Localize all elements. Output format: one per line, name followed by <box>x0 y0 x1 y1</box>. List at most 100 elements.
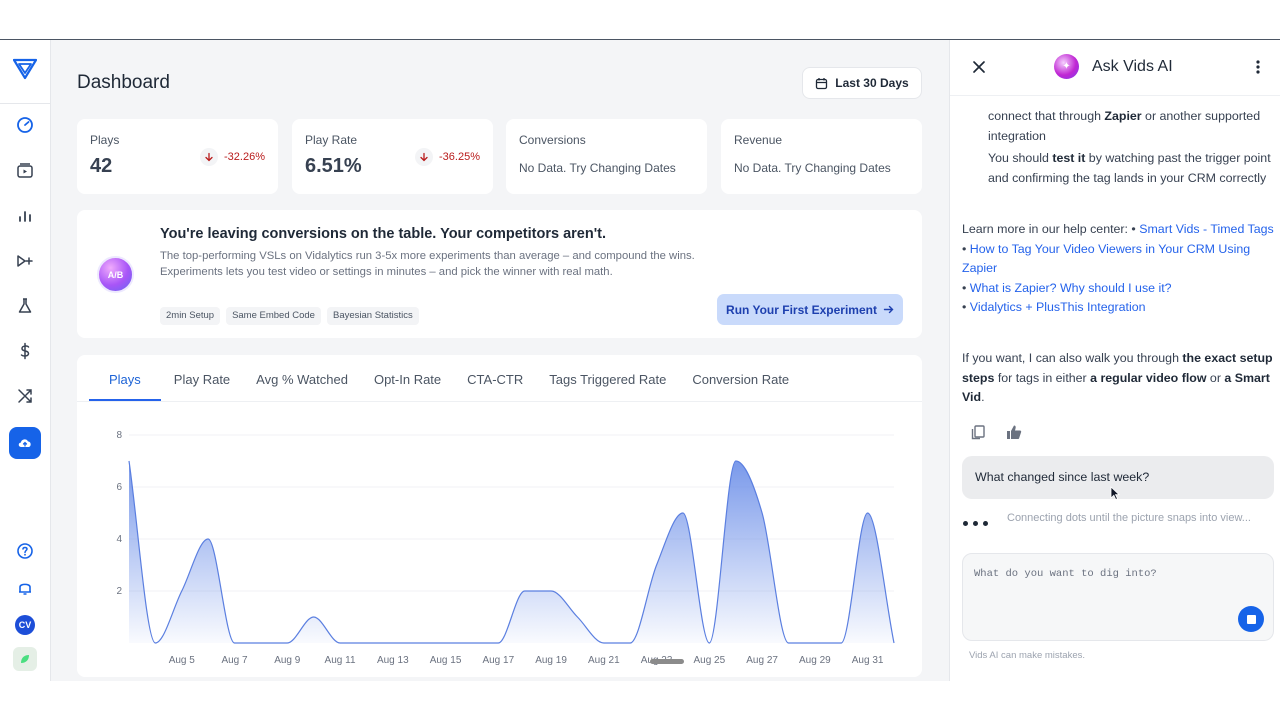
y-tick-label: 8 <box>116 430 122 441</box>
logo-icon[interactable] <box>13 58 37 80</box>
ai-disclaimer: Vids AI can make mistakes. <box>969 650 1085 661</box>
metrics-chart-card: Plays Play Rate Avg % Watched Opt-In Rat… <box>77 355 922 677</box>
message-bold: the exact setup steps <box>962 351 1273 385</box>
tab-conversion-rate[interactable]: Conversion Rate <box>692 372 790 387</box>
x-tick-label: Aug 5 <box>169 655 196 666</box>
stop-icon <box>1246 614 1256 624</box>
x-tick-label: Aug 21 <box>588 655 620 666</box>
copy-icon[interactable] <box>969 423 987 441</box>
main-content: Dashboard Last 30 Days Plays 42 -32.26% … <box>52 40 948 681</box>
page-title: Dashboard <box>77 72 170 93</box>
plays-area-chart[interactable]: 2 4 6 8 Aug 5 Aug 7 Aug 9 Aug 11 Aug 13 Aug 15 Au… <box>77 405 922 667</box>
x-tick-label: Aug 17 <box>482 655 514 666</box>
app-frame: CV Dashboard Last 30 Days Plays 42 -32.2… <box>0 39 1280 681</box>
sidebar: CV <box>0 40 51 681</box>
sidebar-item-upload[interactable] <box>9 427 41 459</box>
message-text: by watching past the trigger point and c… <box>988 151 1271 185</box>
tab-play-rate[interactable]: Play Rate <box>173 372 231 387</box>
sidebar-item-revenue[interactable] <box>12 338 38 364</box>
workspace-switcher[interactable] <box>13 647 37 671</box>
tab-avg-watched[interactable]: Avg % Watched <box>256 372 348 387</box>
message-text: You should <box>988 151 1053 165</box>
bell-icon <box>19 583 31 595</box>
stat-delta: -32.26% <box>200 148 265 166</box>
chat-input[interactable]: What do you want to dig into? <box>962 553 1274 641</box>
dashboard-icon <box>17 117 33 133</box>
help-icon <box>17 543 33 559</box>
tab-divider <box>77 401 922 402</box>
bullet: • <box>962 241 970 256</box>
tab-plays[interactable]: Plays <box>89 355 161 401</box>
sidebar-item-split[interactable] <box>12 383 38 409</box>
tab-cta-ctr[interactable]: CTA-CTR <box>467 372 524 387</box>
sidebar-item-analytics[interactable] <box>12 203 38 229</box>
date-range-label: Last 30 Days <box>835 76 909 90</box>
horizontal-scrollbar[interactable] <box>650 659 684 664</box>
message-text: connect that through <box>988 109 1105 123</box>
message-text: or another supported integration <box>988 109 1261 143</box>
tab-tags-triggered-rate[interactable]: Tags Triggered Rate <box>549 372 667 387</box>
thinking-status: Connecting dots until the picture snaps … <box>1007 512 1251 524</box>
chart-tabs: Plays Play Rate Avg % Watched Opt-In Rat… <box>89 355 802 401</box>
x-tick-label: Aug 7 <box>221 655 248 666</box>
message-bold: a Smart Vid <box>962 370 1270 405</box>
help-link[interactable]: What is Zapier? Why should I use it? <box>969 280 1172 295</box>
panel-header: ✦ Ask Vids AI <box>950 40 1280 96</box>
sidebar-item-videos[interactable] <box>12 158 38 184</box>
x-tick-label: Aug 11 <box>325 655 356 666</box>
thumbs-up-icon[interactable] <box>1005 423 1023 441</box>
bullet: • <box>962 280 970 295</box>
ab-test-icon: A/B <box>97 256 134 293</box>
message-text: Learn more in our help center: • <box>962 222 1140 236</box>
x-tick-label: Aug 9 <box>274 655 301 666</box>
revenue-icon <box>20 342 30 360</box>
feature-chip: 2min Setup <box>160 307 221 325</box>
x-tick-label: Aug 15 <box>430 655 462 666</box>
tab-opt-in-rate[interactable]: Opt-In Rate <box>373 372 442 387</box>
x-tick-label: Aug 29 <box>799 655 831 666</box>
stat-delta-value: -36.25% <box>439 151 480 163</box>
arrow-right-icon <box>883 305 894 314</box>
date-range-button[interactable]: Last 30 Days <box>802 67 922 99</box>
sidebar-item-integrations[interactable] <box>12 248 38 274</box>
user-message: What changed since last week? <box>962 456 1274 499</box>
sidebar-item-experiments[interactable] <box>12 293 38 319</box>
message-bold: Zapier <box>1104 109 1142 123</box>
arrow-down-icon <box>200 148 219 166</box>
bullet: • <box>962 300 970 314</box>
stat-card-plays: Plays 42 -32.26% <box>77 119 278 194</box>
stat-value: No Data. Try Changing Dates <box>519 161 676 175</box>
stat-label: Conversions <box>519 133 586 147</box>
stat-label: Play Rate <box>305 133 358 147</box>
message-bold: test it <box>1052 151 1086 165</box>
sidebar-item-help[interactable] <box>12 538 38 564</box>
help-link[interactable]: Smart Vids - Timed Tags <box>1139 222 1274 236</box>
assistant-message-step: You should test it by watching past the … <box>988 149 1273 188</box>
ai-assistant-panel: ✦ Ask Vids AI connect that through Zapie… <box>949 40 1280 681</box>
plays-series-line <box>128 460 895 644</box>
sidebar-item-dashboard[interactable] <box>12 112 38 138</box>
sidebar-item-notifications[interactable] <box>12 575 38 601</box>
avatar[interactable]: CV <box>15 615 35 635</box>
sidebar-divider <box>0 103 51 104</box>
y-tick-label: 2 <box>116 586 122 597</box>
run-experiment-button[interactable]: Run Your First Experiment <box>717 294 903 325</box>
stat-label: Revenue <box>734 133 783 147</box>
close-icon[interactable] <box>970 58 988 76</box>
x-tick-label: Aug 27 <box>746 655 778 666</box>
stop-generation-button[interactable] <box>1238 606 1264 632</box>
x-tick-label: Aug 19 <box>535 655 567 666</box>
help-link[interactable]: How to Tag Your Video Viewers in Your CR… <box>962 241 1251 276</box>
feature-chip: Bayesian Statistics <box>326 307 419 325</box>
assistant-message-offer: If you want, I can also walk you through… <box>962 349 1276 408</box>
help-link[interactable]: Vidalytics + PlusThis Integration <box>969 300 1146 314</box>
x-tick-label: Aug 13 <box>377 655 409 666</box>
stat-value: 42 <box>90 155 113 177</box>
assistant-help-links: Learn more in our help center: • Smart V… <box>962 220 1276 318</box>
y-tick-label: 6 <box>116 482 122 493</box>
more-options-icon[interactable] <box>1250 58 1266 76</box>
promo-title: You're leaving conversions on the table.… <box>160 226 607 242</box>
mouse-cursor-icon <box>1110 486 1120 500</box>
experiments-promo: A/B You're leaving conversions on the ta… <box>77 210 922 338</box>
message-text: If you want, I can also walk you through <box>962 351 1183 365</box>
